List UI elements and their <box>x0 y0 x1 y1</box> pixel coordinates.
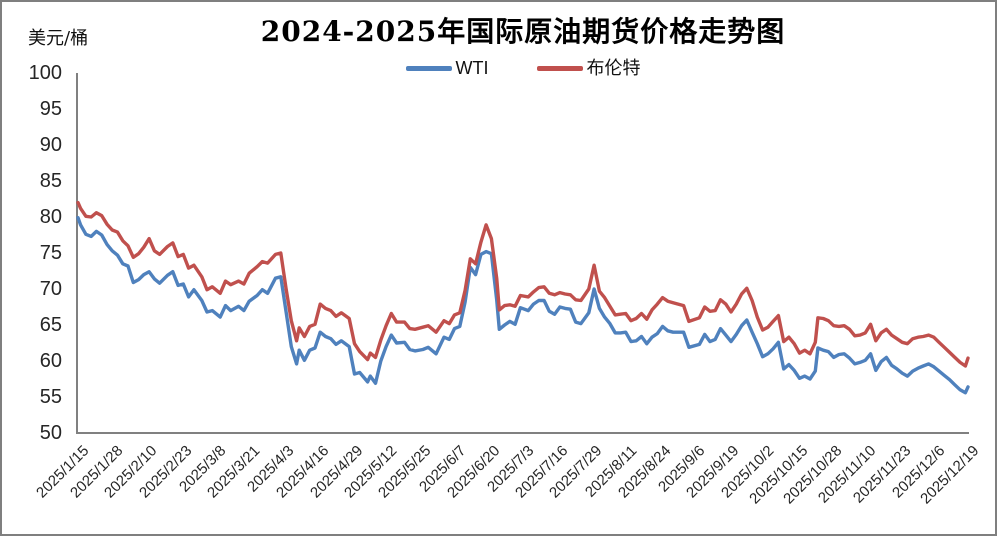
y-axis-tick-label: 100 <box>28 62 62 84</box>
y-axis-tick-label: 55 <box>39 386 62 408</box>
legend: WTI 布伦特 <box>78 58 968 78</box>
brent-line-swatch <box>536 65 583 71</box>
y-axis-unit-label: 美元/桶 <box>28 28 89 49</box>
y-axis-tick-label: 70 <box>39 278 62 300</box>
y-axis-tick-label: 65 <box>39 314 62 336</box>
legend-label-brent: 布伦特 <box>586 58 641 78</box>
legend-item-wti: WTI <box>405 58 489 78</box>
chart-title: 2024-2025年国际原油期货价格走势图 <box>260 15 786 48</box>
legend-item-brent: 布伦特 <box>536 58 641 78</box>
y-axis-tick-label: 85 <box>39 170 62 192</box>
y-axis-tick-label: 50 <box>39 422 62 444</box>
y-axis-tick-label: 90 <box>39 134 62 156</box>
brent-line <box>76 200 970 368</box>
wti-line-swatch <box>405 65 452 71</box>
y-axis-tick-label: 80 <box>39 206 62 228</box>
legend-label-wti: WTI <box>455 58 489 78</box>
y-axis-tick-label: 95 <box>39 98 62 120</box>
wti-line <box>76 215 970 395</box>
y-axis-tick-label: 75 <box>39 242 62 264</box>
y-axis-tick-label: 60 <box>39 350 62 372</box>
